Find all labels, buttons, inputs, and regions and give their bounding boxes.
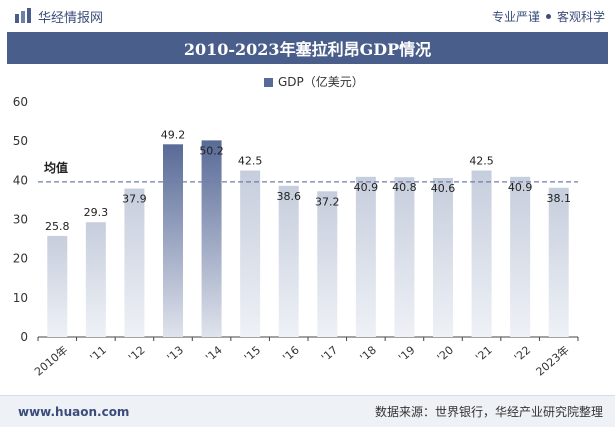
- data-label: 42.5: [469, 155, 494, 168]
- bar: [85, 222, 106, 337]
- bar: [124, 188, 145, 337]
- data-label: 37.9: [122, 193, 147, 206]
- tagline: 专业严谨 客观科学: [492, 8, 605, 25]
- x-tick-label: '12: [126, 343, 147, 364]
- legend-label: GDP（亿美元）: [278, 74, 364, 89]
- x-tick-label: '13: [165, 343, 186, 364]
- x-tick-label: '19: [396, 343, 417, 364]
- bar: [510, 176, 531, 337]
- y-tick-label: 30: [13, 213, 28, 227]
- bar: [355, 176, 376, 337]
- data-labels: 25.8 29.3 37.9 49.2 50.2 42.5 38.6 37.2 40.9 40.8…: [45, 128, 571, 233]
- x-tick-label: '18: [358, 343, 379, 364]
- bar: [433, 177, 453, 337]
- legend-swatch: [264, 78, 273, 87]
- data-label: 50.2: [199, 144, 224, 157]
- y-tick-label: 60: [13, 95, 28, 109]
- data-label: 49.2: [161, 128, 186, 141]
- y-tick-label: 20: [13, 252, 28, 266]
- tagline-right: 客观科学: [556, 9, 605, 24]
- data-label: 40.9: [508, 181, 533, 194]
- bar: [317, 191, 338, 337]
- brand-name: 华经情报网: [38, 10, 104, 26]
- x-tick-label: '17: [319, 343, 340, 364]
- x-tick-label: '11: [88, 343, 109, 364]
- chart-title: 2010-2023年塞拉利昂GDP情况: [183, 40, 432, 59]
- data-label: 40.6: [431, 182, 456, 195]
- bar: [47, 235, 68, 337]
- x-tick-label: 2023年: [533, 343, 572, 379]
- data-label: 37.2: [315, 195, 340, 208]
- bar: [278, 185, 299, 337]
- bar-chart: GDP（亿美元） 0 10 20 30 40 50 60 2010年 '11 '12 '13 '14 '…: [13, 74, 579, 379]
- data-label: 40.8: [392, 181, 417, 194]
- bar: [471, 170, 492, 337]
- data-label: 38.1: [546, 192, 571, 205]
- footer-source: 数据来源：世界银行，华经产业研究院整理: [374, 405, 603, 419]
- bar: [201, 140, 222, 337]
- footer: www.huaon.com 数据来源：世界银行，华经产业研究院整理: [0, 395, 615, 427]
- data-label: 29.3: [84, 206, 109, 219]
- x-tick-label: '21: [473, 343, 494, 364]
- bar: [548, 187, 569, 337]
- data-label: 25.8: [45, 220, 70, 233]
- y-tick-label: 10: [13, 291, 28, 305]
- average-label: 均值: [44, 160, 68, 175]
- x-tick-label: 2010年: [31, 343, 70, 379]
- data-label: 40.9: [354, 181, 379, 194]
- top-bar: 华经情报网 专业严谨 客观科学: [0, 0, 615, 32]
- tagline-dot-icon: [545, 13, 551, 19]
- data-label: 42.5: [238, 155, 263, 168]
- bar: [240, 170, 261, 337]
- x-tick-label: '16: [280, 343, 301, 364]
- average-line-group: 均值: [38, 160, 578, 183]
- x-tick-label: '22: [512, 343, 533, 364]
- y-tick-label: 50: [13, 134, 28, 148]
- x-tick-label: '20: [435, 343, 456, 364]
- y-tick-label: 0: [20, 330, 28, 344]
- brand-logo-icon: [15, 8, 31, 23]
- x-tick-label: '14: [203, 343, 224, 364]
- y-tick-label: 40: [13, 173, 28, 187]
- chart-title-bar: 2010-2023年塞拉利昂GDP情况: [7, 32, 608, 64]
- bars: [47, 140, 569, 337]
- bar: [394, 177, 415, 337]
- brand: 华经情报网: [14, 7, 103, 26]
- footer-url: www.huaon.com: [18, 404, 130, 419]
- tagline-left: 专业严谨: [491, 9, 540, 24]
- x-tick-label: '15: [242, 343, 263, 364]
- legend: GDP（亿美元）: [264, 74, 364, 89]
- data-label: 38.6: [276, 190, 301, 203]
- bar: [163, 144, 183, 337]
